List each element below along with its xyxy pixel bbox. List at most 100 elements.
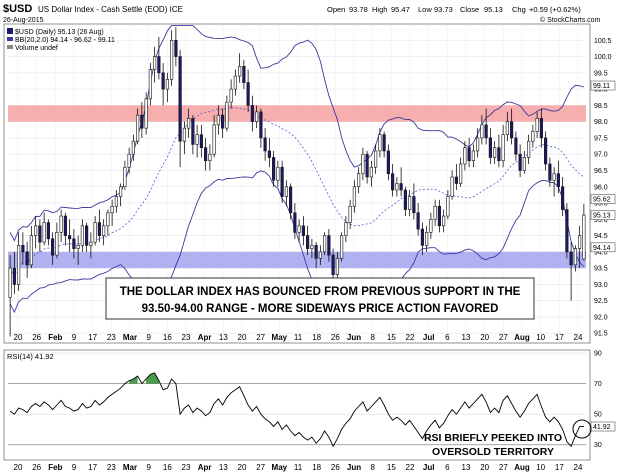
candle — [480, 115, 484, 145]
candle — [442, 209, 446, 233]
rsi-x-tick: 16 — [163, 463, 172, 472]
candle-body — [29, 235, 33, 266]
candle-body — [429, 219, 433, 233]
rsi-x-tick: Aug — [514, 463, 530, 472]
candle — [106, 209, 110, 236]
candle-body — [199, 134, 203, 148]
candle — [127, 147, 131, 174]
price-y-tick: 94.0 — [594, 249, 608, 256]
price-x-tick: Aug — [514, 333, 530, 342]
candle-body — [114, 196, 118, 207]
rsi-y-axis: 90 70 50 30 — [594, 351, 602, 450]
candle-body — [21, 245, 25, 253]
open-label: Open — [327, 5, 345, 14]
candle — [582, 204, 586, 261]
candle — [289, 183, 293, 220]
candle — [306, 225, 310, 256]
candle — [93, 216, 97, 246]
candle-body — [106, 212, 110, 227]
candle-body — [306, 235, 310, 249]
price-tag: 95.13 — [593, 213, 611, 220]
candle-body — [556, 173, 560, 188]
candle-body — [289, 186, 293, 214]
main-annotation-line1: THE DOLLAR INDEX HAS BOUNCED FROM PREVIO… — [120, 286, 521, 298]
candle — [327, 229, 331, 262]
price-x-tick: May — [272, 333, 288, 342]
candle-body — [89, 241, 93, 246]
candle-body — [565, 209, 569, 253]
rsi-x-tick: 26 — [331, 463, 340, 472]
candle — [535, 111, 539, 138]
candle-body — [433, 205, 437, 220]
candle — [276, 160, 280, 187]
price-y-tick: 98.5 — [594, 103, 608, 110]
candle — [323, 232, 327, 256]
candle-body — [344, 222, 348, 236]
price-x-tick: 13 — [219, 333, 228, 342]
candle-body — [382, 134, 386, 152]
candle-body — [276, 166, 280, 181]
candle-body — [161, 72, 165, 90]
candle-body — [212, 124, 216, 155]
candle — [72, 229, 76, 259]
candle-body — [51, 238, 55, 256]
rsi-value-tags: 41.92 — [590, 421, 616, 432]
main-annotation: THE DOLLAR INDEX HAS BOUNCED FROM PREVIO… — [105, 277, 535, 320]
price-y-tick: 95.5 — [594, 201, 608, 208]
candle — [161, 63, 165, 106]
candle — [114, 190, 118, 213]
candle-body — [46, 222, 50, 240]
candle — [102, 219, 106, 246]
candle-body — [552, 173, 556, 181]
chart-date: 26-Aug-2015 — [3, 17, 44, 24]
candle-body — [263, 137, 267, 152]
candle — [17, 232, 21, 291]
candle-body — [357, 173, 361, 188]
candle-body — [148, 69, 152, 100]
candle — [357, 167, 361, 194]
candle-body — [408, 196, 412, 210]
candle — [8, 255, 12, 337]
candle — [437, 199, 441, 233]
open-value: 93.78 — [349, 5, 368, 14]
candle-body — [573, 248, 577, 266]
candle — [539, 108, 543, 148]
candle-body — [136, 114, 140, 142]
candle — [51, 232, 55, 265]
candle — [255, 105, 259, 129]
candle-body — [72, 238, 76, 249]
candle-body — [442, 215, 446, 227]
price-tag-box — [590, 80, 616, 91]
rsi-x-tick: 9 — [72, 463, 77, 472]
close-value: 95.13 — [484, 5, 503, 14]
rsi-x-tick: 27 — [256, 463, 265, 472]
price-x-tick: Jun — [347, 333, 361, 342]
price-tag-box — [590, 210, 616, 220]
candle — [301, 216, 305, 246]
candle — [429, 212, 433, 239]
candle-body — [55, 232, 59, 256]
low-value: 93.73 — [434, 5, 453, 14]
candle-body — [97, 222, 101, 236]
candle-body — [420, 228, 424, 246]
legend-swatch-bb — [7, 37, 13, 41]
candle — [119, 183, 123, 207]
candle — [85, 222, 89, 252]
candle — [514, 131, 518, 161]
candle — [174, 27, 178, 67]
candle-body — [238, 66, 242, 77]
price-x-tick: 8 — [370, 333, 375, 342]
candle — [187, 108, 191, 138]
price-panel: 91.5 92.0 92.5 93.0 93.5 94.0 94.5 95.0 95.5 96.0… — [3, 23, 616, 344]
candle-body — [76, 245, 80, 249]
price-tag-box — [590, 194, 616, 204]
price-x-tick: 10 — [536, 333, 545, 342]
candle-body — [318, 251, 322, 259]
price-y-tick: 96.5 — [594, 168, 608, 175]
candle-body — [403, 189, 407, 210]
candle-body — [216, 114, 220, 126]
candle — [259, 108, 263, 148]
price-tag: 95.62 — [593, 197, 611, 204]
rsi-x-tick: May — [272, 463, 288, 472]
chart-credit: © StockCharts.com — [540, 16, 601, 24]
